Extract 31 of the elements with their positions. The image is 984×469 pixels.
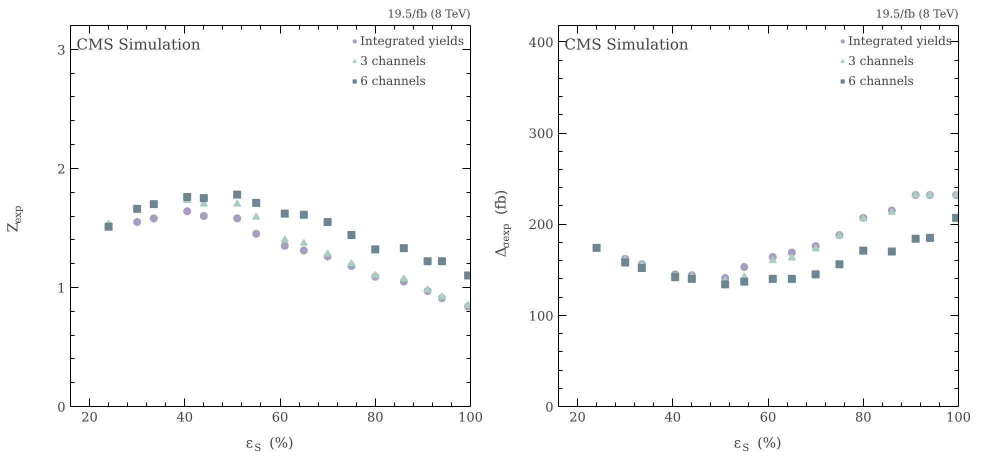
chart-subtitle: 19.5/fb (8 TeV) xyxy=(388,8,471,20)
y-tick-label: 400 xyxy=(528,36,554,51)
legend-label: 3 channels xyxy=(848,54,914,68)
y-tick-label: 100 xyxy=(528,309,554,324)
y-tick-label: 200 xyxy=(528,218,554,234)
x-tick-label: 40 xyxy=(664,410,682,426)
x-tick-label: 60 xyxy=(272,410,288,426)
x-tick-label: 80 xyxy=(854,410,872,426)
annotation: CMS Simulation xyxy=(564,36,689,54)
x-tick-label: 100 xyxy=(458,410,483,426)
legend-label: 6 channels xyxy=(360,74,426,88)
y-tick-label: 0 xyxy=(57,400,66,416)
y-axis-title: Δσexp (fb) xyxy=(494,190,512,258)
x-tick-label: 80 xyxy=(366,410,384,426)
legend-label: 6 channels xyxy=(848,74,914,88)
x-tick-label: 60 xyxy=(760,410,776,426)
y-tick-label: 300 xyxy=(528,127,554,142)
legend-label: 3 channels xyxy=(360,54,426,68)
y-tick-label: 0 xyxy=(545,400,554,416)
x-tick-label: 20 xyxy=(81,410,98,426)
y-tick-label: 3 xyxy=(57,43,66,58)
legend-label: Integrated yields xyxy=(848,34,952,48)
y-tick-label: 2 xyxy=(57,162,66,178)
annotation: CMS Simulation xyxy=(76,36,201,54)
legend-label: Integrated yields xyxy=(360,34,464,48)
x-tick-label: 20 xyxy=(569,410,586,426)
chart-subtitle: 19.5/fb (8 TeV) xyxy=(876,8,959,20)
y-axis-title: Zexp xyxy=(6,206,24,232)
y-tick-label: 1 xyxy=(57,281,66,296)
x-tick-label: 100 xyxy=(946,410,971,426)
x-tick-label: 40 xyxy=(176,410,194,426)
